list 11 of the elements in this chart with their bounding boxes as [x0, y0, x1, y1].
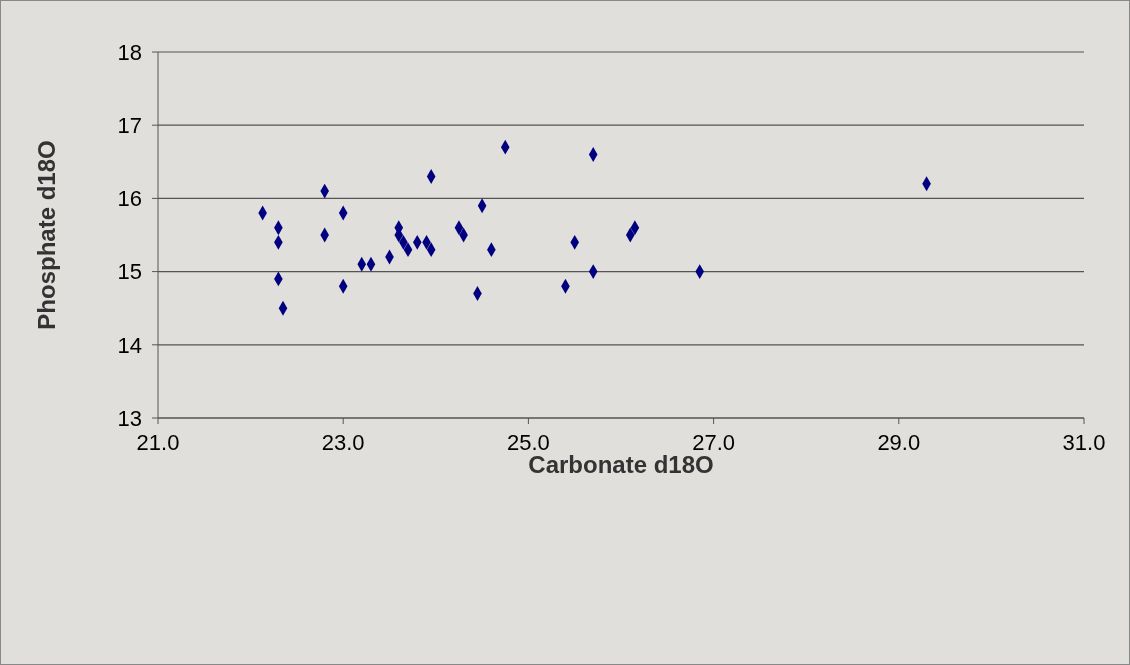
y-tick-label: 18 — [117, 39, 142, 65]
x-tick-label: 21.0 — [136, 429, 180, 455]
y-tick-label: 15 — [117, 259, 142, 285]
y-tick-label: 17 — [117, 113, 142, 139]
y-tick-label: 16 — [117, 186, 142, 212]
x-tick-label: 31.0 — [1062, 429, 1106, 455]
x-tick-label: 23.0 — [321, 429, 365, 455]
y-tick-label: 14 — [117, 332, 142, 358]
y-tick-label: 13 — [117, 405, 142, 431]
x-tick-label: 29.0 — [877, 429, 921, 455]
y-axis-title: Phosphate d18O — [32, 140, 60, 330]
